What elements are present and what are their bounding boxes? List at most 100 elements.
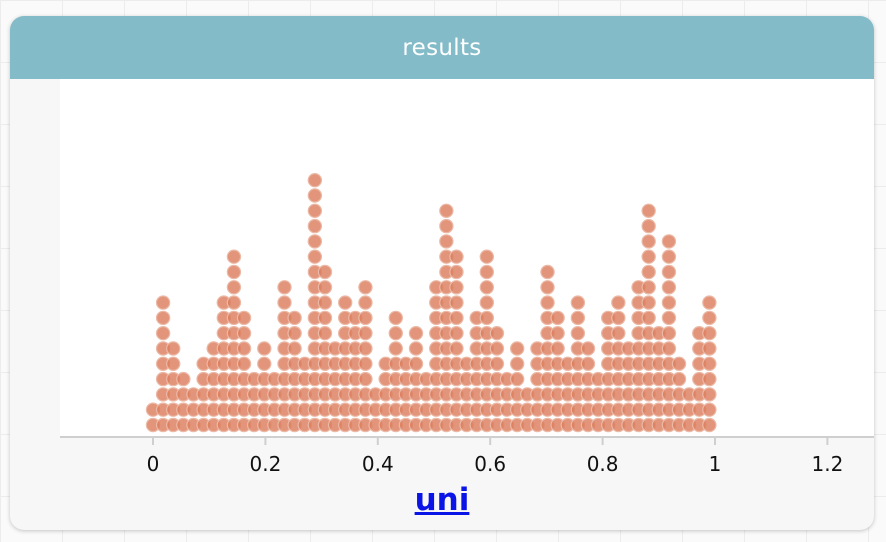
data-dot [479, 280, 495, 295]
data-dot [358, 280, 373, 295]
data-dot [449, 295, 464, 310]
data-dot [570, 310, 586, 326]
data-dot [479, 310, 495, 326]
data-dot [449, 325, 464, 341]
panel-header: results [10, 16, 874, 79]
data-dot [661, 234, 677, 249]
x-tick-label: 0 [147, 452, 160, 476]
data-dot [479, 295, 495, 310]
data-dot [338, 295, 353, 310]
data-dot [661, 280, 677, 295]
x-axis-ticks: 0 0.2 0.4 0.6 0.8 1 1.2 [147, 437, 843, 476]
data-dot [236, 341, 252, 356]
data-dot [226, 264, 242, 280]
data-dot [479, 264, 495, 280]
data-dot [408, 356, 424, 371]
data-dot [550, 310, 565, 326]
data-dot [641, 234, 656, 249]
data-dot [550, 341, 565, 356]
data-dot [358, 325, 373, 341]
data-dot [388, 325, 403, 341]
data-dot [661, 249, 677, 264]
data-dot [489, 325, 505, 341]
data-dot [641, 264, 656, 280]
data-dot [408, 325, 424, 341]
data-dot [439, 234, 454, 249]
data-dot [509, 371, 525, 387]
panel-title: results [402, 34, 482, 61]
x-tick-label: 0.6 [474, 452, 506, 476]
results-panel: results 0 0.2 0.4 0.6 0.8 1 1.2 uni [10, 16, 874, 530]
data-dot [661, 341, 677, 356]
data-dot [449, 264, 464, 280]
data-dot [641, 249, 656, 264]
data-dot [155, 295, 171, 310]
data-dot [287, 325, 302, 341]
data-dot [166, 341, 181, 356]
data-dot [449, 310, 464, 326]
data-dot [449, 249, 464, 264]
data-dot [540, 280, 555, 295]
x-tick-label: 1 [709, 452, 722, 476]
data-dot [489, 356, 505, 371]
data-dot [540, 264, 555, 280]
data-dot [641, 310, 656, 326]
data-dot [540, 295, 555, 310]
data-dot [176, 371, 191, 387]
data-dot [661, 325, 677, 341]
data-dot [236, 310, 252, 326]
data-dot [236, 325, 252, 341]
data-dot [702, 295, 717, 310]
data-dot [287, 341, 302, 356]
dot-layer [145, 172, 717, 433]
data-dot [226, 249, 242, 264]
data-dot [358, 310, 373, 326]
data-dot [257, 341, 272, 356]
data-dot [317, 280, 333, 295]
data-dot [570, 295, 586, 310]
data-dot [166, 356, 181, 371]
data-dot [226, 295, 242, 310]
data-dot [307, 172, 323, 188]
data-dot [702, 371, 717, 387]
data-dot [358, 341, 373, 356]
data-dot [611, 325, 626, 341]
data-dot [641, 295, 656, 310]
data-dot [226, 280, 242, 295]
data-dot [307, 203, 323, 219]
data-dot [702, 356, 717, 371]
data-dot [702, 417, 717, 433]
data-dot [388, 341, 403, 356]
data-dot [671, 356, 687, 371]
data-dot [661, 264, 677, 280]
data-dot [702, 387, 717, 402]
data-dot [509, 341, 525, 356]
data-dot [661, 295, 677, 310]
data-dot [580, 341, 596, 356]
data-dot [702, 310, 717, 326]
data-dot [155, 310, 171, 326]
x-tick-label: 0.4 [362, 452, 394, 476]
data-dot [307, 234, 323, 249]
data-dot [611, 295, 626, 310]
data-dot [550, 325, 565, 341]
data-dot [479, 249, 495, 264]
data-dot [702, 325, 717, 341]
x-tick-label: 0.8 [587, 452, 619, 476]
data-dot [388, 310, 403, 326]
data-dot [307, 218, 323, 234]
data-dot [358, 295, 373, 310]
data-dot [317, 325, 333, 341]
data-dot [641, 280, 656, 295]
x-tick-label: 0.2 [249, 452, 281, 476]
data-dot [277, 280, 292, 295]
data-dot [155, 325, 171, 341]
data-dot [439, 203, 454, 219]
data-dot [449, 280, 464, 295]
variable-link-uni[interactable]: uni [414, 482, 470, 518]
data-dot [489, 341, 505, 356]
data-dot [358, 356, 373, 371]
data-dot [307, 188, 323, 203]
data-dot [408, 341, 424, 356]
data-dot [307, 249, 323, 264]
